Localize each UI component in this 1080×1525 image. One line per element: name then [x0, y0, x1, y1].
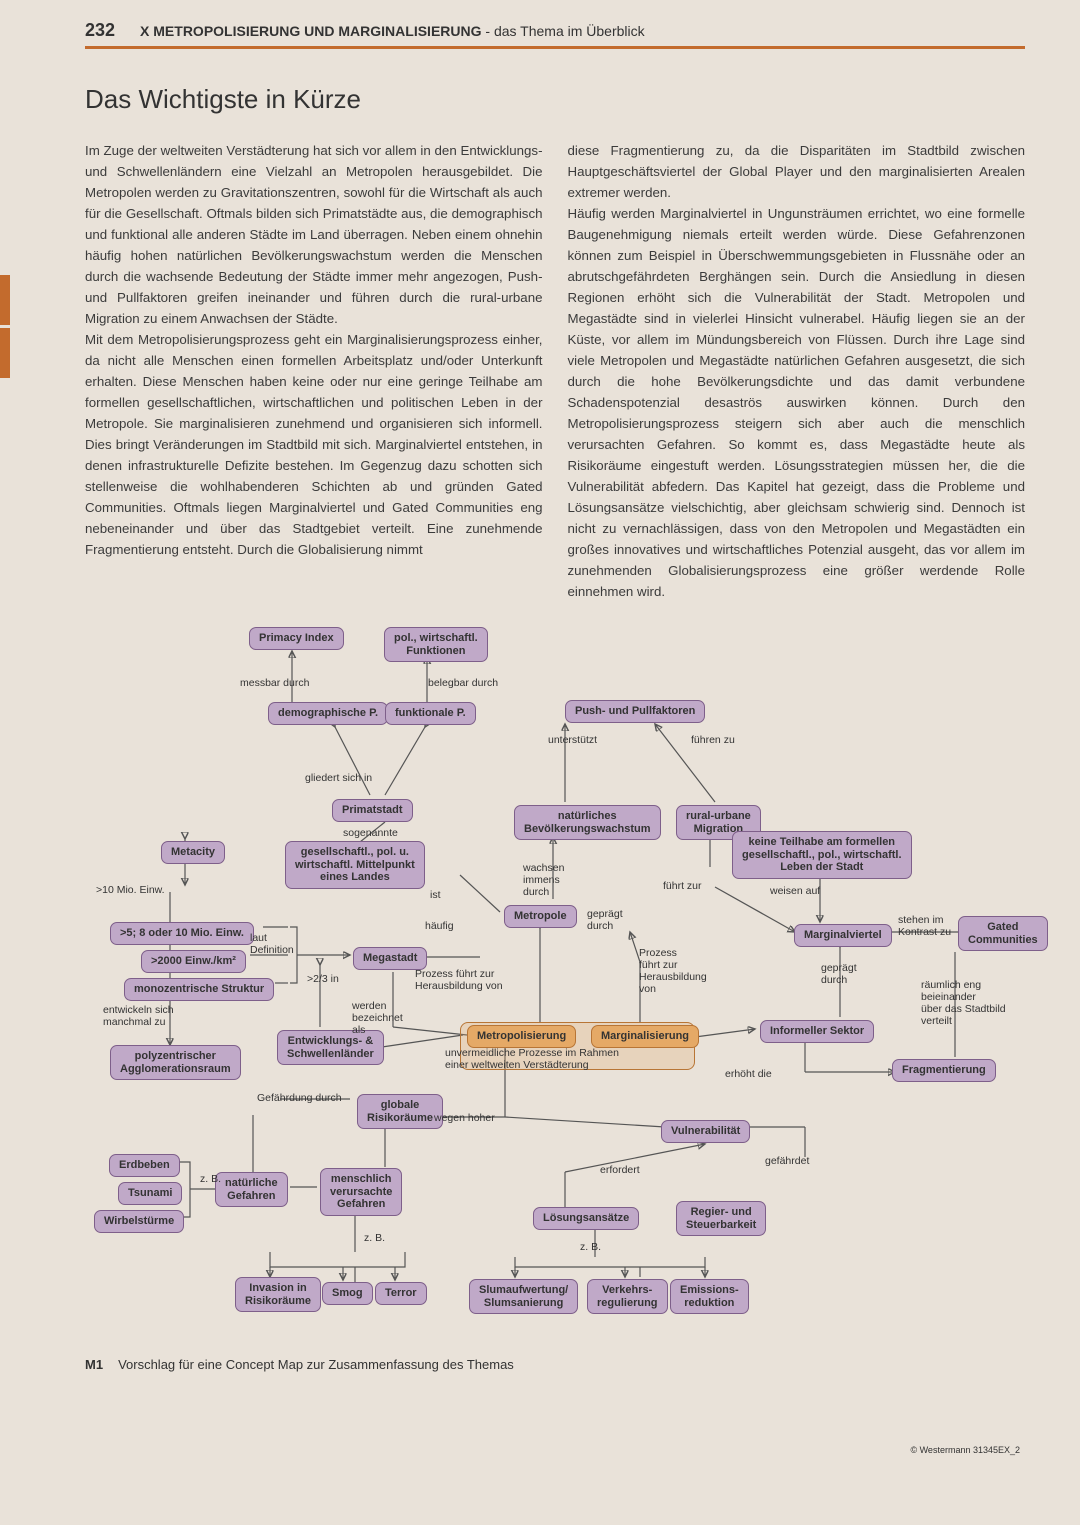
- node-demop: demographische P.: [268, 702, 388, 725]
- node-loesung: Lösungsansätze: [533, 1207, 639, 1230]
- edge-label-21: >2/3 in: [307, 973, 339, 985]
- node-mio58: >5; 8 oder 10 Mio. Einw.: [110, 922, 254, 945]
- edge-label-17: räumlich engbeieinanderüber das Stadtbil…: [921, 979, 1006, 1027]
- node-natuerl: natürlicheGefahren: [215, 1172, 288, 1207]
- page-number: 232: [85, 20, 115, 41]
- edge-label-27: z. B.: [200, 1173, 221, 1185]
- edge-label-7: führt zur: [663, 880, 702, 892]
- edge-label-26: gefährdet: [765, 1155, 809, 1167]
- chapter-title: X METROPOLISIERUNG UND MARGINALISIERUNG …: [140, 23, 645, 39]
- node-mio10: >10 Mio. Einw.: [96, 884, 165, 896]
- node-verkehr: Verkehrs-regulierung: [587, 1279, 668, 1314]
- edge-label-20: entwickeln sichmanchmal zu: [103, 1004, 174, 1028]
- node-poly: polyzentrischerAgglomerationsraum: [110, 1045, 241, 1080]
- node-push: Push- und Pullfaktoren: [565, 700, 705, 723]
- edge-label-0: messbar durch: [240, 677, 309, 689]
- node-primacy: Primacy Index: [249, 627, 344, 650]
- edge-label-24: wegen hoher: [434, 1112, 495, 1124]
- edge-label-6: wachsenimmensdurch: [523, 862, 564, 898]
- body-text: Im Zuge der weltweiten Verstädterung hat…: [85, 140, 1025, 602]
- edge-label-13: stehen imKontrast zu: [898, 914, 951, 938]
- node-marginal: Marginalisierung: [591, 1025, 699, 1048]
- credit: © Westermann 31345EX_2: [910, 1445, 1020, 1455]
- edge-label-8: weisen auf: [770, 885, 820, 897]
- edge-label-5: sogenannte: [343, 827, 398, 839]
- node-mono: monozentrische Struktur: [124, 978, 274, 1001]
- edge-label-11: häufig: [425, 920, 454, 932]
- node-mensch: menschlichverursachteGefahren: [320, 1168, 402, 1216]
- edge-label-4: gliedert sich in: [305, 772, 372, 784]
- concept-map: Primacy Index pol., wirtschaftl.Funktione…: [85, 627, 1025, 1342]
- figure-caption: M1Vorschlag für eine Concept Map zur Zus…: [85, 1357, 1025, 1372]
- node-wirbel: Wirbelstürme: [94, 1210, 184, 1233]
- node-regier: Regier- undSteuerbarkeit: [676, 1201, 766, 1236]
- edge-label-16: geprägtdurch: [821, 962, 857, 986]
- edge-label-12: geprägtdurch: [587, 908, 623, 932]
- node-smog: Smog: [322, 1282, 373, 1305]
- edge-label-25: erfordert: [600, 1164, 640, 1176]
- edge-label-15: Prozessführt zurHerausbildungvon: [639, 947, 707, 995]
- edge-label-9: ist: [430, 889, 441, 901]
- node-emiss: Emissions-reduktion: [670, 1279, 749, 1314]
- node-teilhabe: keine Teilhabe am formellengesellschaftl…: [732, 831, 912, 879]
- node-primat: Primatstadt: [332, 799, 413, 822]
- node-informell: Informeller Sektor: [760, 1020, 874, 1043]
- edge-label-29: z. B.: [580, 1241, 601, 1253]
- edge-label-2: unterstützt: [548, 734, 597, 746]
- page-title: Das Wichtigste in Kürze: [85, 84, 1025, 115]
- edge-label-18: unvermeidliche Prozesse im Rahmeneiner w…: [445, 1047, 619, 1071]
- node-gesell: gesellschaftl., pol. u.wirtschaftl. Mitt…: [285, 841, 425, 889]
- edge-label-22: werdenbezeichnetals: [352, 1000, 403, 1036]
- node-fragment: Fragmentierung: [892, 1059, 996, 1082]
- node-funkp: funktionale P.: [385, 702, 476, 725]
- edge-label-19: erhöht die: [725, 1068, 772, 1080]
- node-tsunami: Tsunami: [118, 1182, 182, 1205]
- node-natbev: natürlichesBevölkerungswachstum: [514, 805, 661, 840]
- edge-label-14: Prozess führt zurHerausbildung von: [415, 968, 503, 992]
- node-metropolis: Metropolisierung: [467, 1025, 576, 1048]
- section-markers: [0, 275, 10, 378]
- edge-label-10: lautDefinition: [250, 932, 294, 956]
- node-metacity: Metacity: [161, 841, 225, 864]
- edge-label-1: belegbar durch: [428, 677, 498, 689]
- node-globale: globaleRisikoräume: [357, 1094, 443, 1129]
- node-marginalv: Marginalviertel: [794, 924, 892, 947]
- node-megastadt: Megastadt: [353, 947, 427, 970]
- node-gated: GatedCommunities: [958, 916, 1048, 951]
- edge-label-23: Gefährdung durch: [257, 1092, 342, 1104]
- edge-label-28: z. B.: [364, 1232, 385, 1244]
- edge-label-3: führen zu: [691, 734, 735, 746]
- node-slum: Slumaufwertung/Slumsanierung: [469, 1279, 578, 1314]
- node-invasion: Invasion inRisikoräume: [235, 1277, 321, 1312]
- node-polwirt: pol., wirtschaftl.Funktionen: [384, 627, 488, 662]
- node-terror: Terror: [375, 1282, 427, 1305]
- node-vulner: Vulnerabilität: [661, 1120, 750, 1143]
- node-erdbeben: Erdbeben: [109, 1154, 180, 1177]
- node-metropole: Metropole: [504, 905, 577, 928]
- node-einw2000: >2000 Einw./km²: [141, 950, 246, 973]
